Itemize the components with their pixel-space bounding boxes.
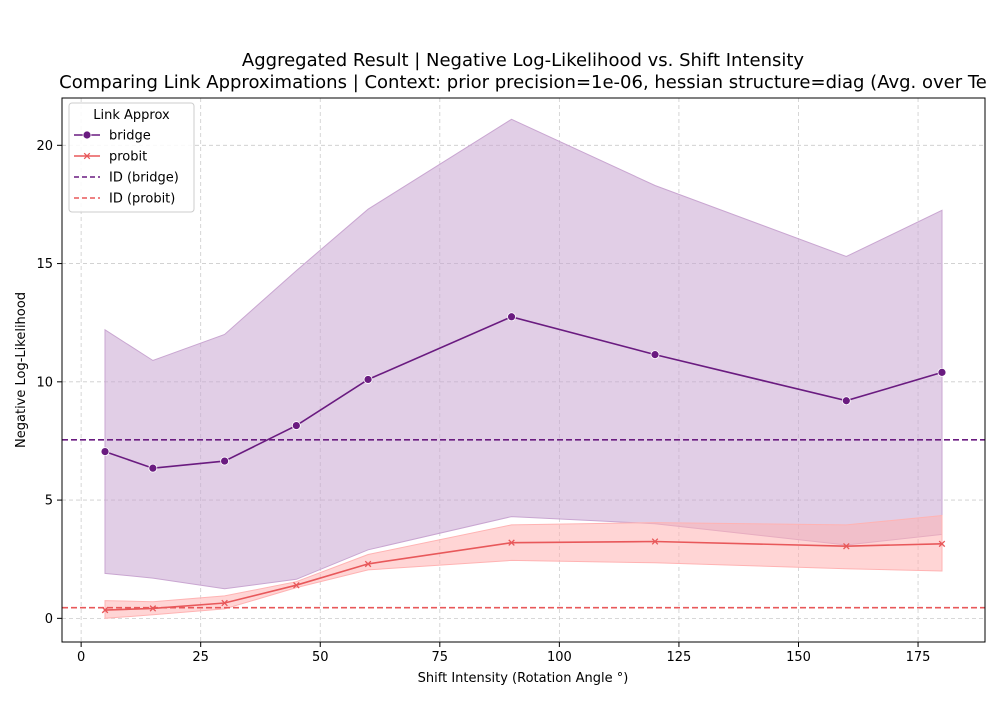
x-tick-label: 75 <box>432 650 449 665</box>
y-axis-ticks: 0 5 10 15 20 <box>36 139 62 627</box>
legend-label: probit <box>109 150 147 165</box>
data-point-bridge <box>650 350 660 360</box>
data-point-bridge <box>220 456 230 466</box>
x-tick-label: 125 <box>667 650 692 665</box>
y-tick-label: 0 <box>45 612 53 627</box>
x-tick-label: 150 <box>786 650 811 665</box>
confidence-band-probit <box>104 514 943 619</box>
confidence-band-bridge <box>104 118 943 590</box>
x-tick-label: 50 <box>312 650 329 665</box>
x-tick-label: 25 <box>192 650 209 665</box>
data-point-bridge <box>937 367 947 377</box>
x-axis-label: Shift Intensity (Rotation Angle °) <box>418 671 629 686</box>
legend: Link Approx bridge probit ID (bridge) ID (pr… <box>68 102 195 213</box>
x-tick-label: 100 <box>547 650 572 665</box>
y-tick-label: 15 <box>36 257 53 272</box>
data-point-bridge <box>148 463 158 473</box>
legend-label: ID (bridge) <box>109 171 179 186</box>
x-axis-ticks: 0 25 50 75 100 125 150 175 <box>77 642 930 665</box>
data-point-bridge <box>841 396 851 406</box>
legend-box <box>68 102 195 213</box>
data-point-probit <box>938 540 946 548</box>
data-point-bridge <box>100 447 110 457</box>
plot-frame <box>61 97 986 643</box>
legend-swatch-marker <box>82 130 92 140</box>
x-tick-label: 175 <box>906 650 931 665</box>
chart-subtitle: Comparing Link Approximations | Context:… <box>59 72 987 93</box>
data-point-probit <box>293 581 300 589</box>
reference-lines <box>62 438 985 609</box>
data-point-probit <box>364 560 372 568</box>
legend-label: bridge <box>109 129 151 144</box>
data-point-bridge <box>363 375 373 384</box>
data-point-probit <box>843 542 850 550</box>
y-axis-label: Negative Log-Likelihood <box>14 292 29 448</box>
data-point-bridge <box>291 421 301 430</box>
y-tick-label: 20 <box>36 139 53 154</box>
data-point-probit <box>149 605 157 612</box>
data-point-probit <box>508 539 515 546</box>
data-point-probit <box>101 606 109 614</box>
y-tick-label: 5 <box>45 494 53 509</box>
y-tick-label: 10 <box>36 375 53 390</box>
series-markers <box>100 312 947 614</box>
legend-label: ID (probit) <box>109 192 175 207</box>
chart-title: Aggregated Result | Negative Log-Likelih… <box>242 50 805 71</box>
data-point-probit <box>651 538 659 545</box>
x-tick-label: 0 <box>77 650 85 665</box>
legend-swatch-marker <box>83 152 91 160</box>
data-point-bridge <box>507 312 516 322</box>
data-point-probit <box>221 599 228 607</box>
confidence-bands <box>104 118 943 619</box>
legend-title: Link Approx <box>93 108 170 123</box>
